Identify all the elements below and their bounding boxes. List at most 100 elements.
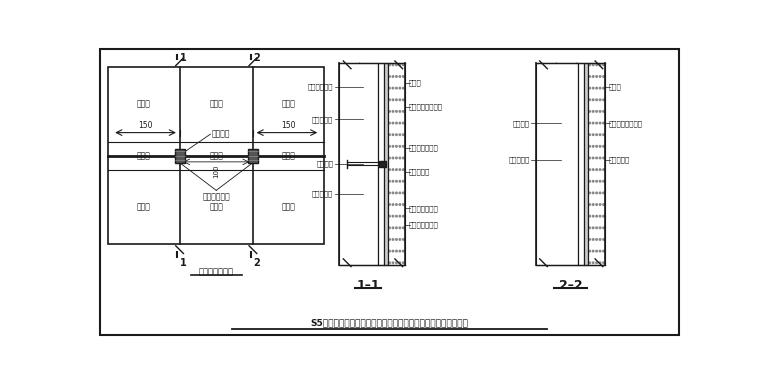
Circle shape — [396, 99, 397, 101]
Text: 墙砖立面示意图: 墙砖立面示意图 — [199, 268, 234, 276]
Circle shape — [603, 215, 604, 217]
Circle shape — [592, 180, 594, 182]
Circle shape — [592, 239, 594, 240]
Circle shape — [399, 250, 401, 252]
Circle shape — [596, 111, 597, 112]
Circle shape — [603, 227, 604, 229]
Circle shape — [388, 239, 391, 240]
Circle shape — [392, 227, 394, 229]
Text: 2: 2 — [254, 53, 261, 63]
Circle shape — [596, 250, 597, 252]
Circle shape — [388, 215, 391, 217]
Circle shape — [589, 192, 591, 194]
Circle shape — [388, 76, 391, 77]
Bar — [388, 63, 405, 265]
Circle shape — [403, 215, 404, 217]
Text: 硬化砖: 硬化砖 — [281, 151, 296, 160]
Text: 硬化砖: 硬化砖 — [409, 79, 422, 86]
Text: 150: 150 — [138, 120, 154, 130]
Circle shape — [592, 169, 594, 170]
Text: 不锈钢挂接件: 不锈钢挂接件 — [202, 193, 230, 202]
Circle shape — [589, 239, 591, 240]
Text: 不锈钢挂件: 不锈钢挂件 — [312, 191, 334, 198]
Circle shape — [399, 146, 401, 147]
Circle shape — [603, 87, 604, 89]
Circle shape — [596, 76, 597, 77]
Circle shape — [596, 87, 597, 89]
Text: 硬化砖背面开槽: 硬化砖背面开槽 — [409, 205, 439, 212]
Circle shape — [392, 111, 394, 112]
Circle shape — [403, 250, 404, 252]
Circle shape — [392, 215, 394, 217]
Circle shape — [399, 169, 401, 170]
Text: 150: 150 — [281, 120, 296, 130]
Bar — [584, 63, 588, 265]
Circle shape — [600, 262, 601, 263]
Circle shape — [603, 262, 604, 263]
Circle shape — [403, 169, 404, 170]
Circle shape — [396, 250, 397, 252]
Circle shape — [600, 111, 601, 112]
Text: 硬化砖: 硬化砖 — [281, 100, 296, 109]
Circle shape — [403, 99, 404, 101]
Circle shape — [396, 111, 397, 112]
Circle shape — [603, 250, 604, 252]
Text: 填缝润缝缝: 填缝润缝缝 — [609, 157, 630, 163]
Circle shape — [399, 111, 401, 112]
Circle shape — [399, 262, 401, 263]
Circle shape — [592, 157, 594, 159]
Circle shape — [403, 122, 404, 124]
Circle shape — [388, 99, 391, 101]
Circle shape — [399, 122, 401, 124]
Circle shape — [600, 169, 601, 170]
Circle shape — [388, 192, 391, 194]
Circle shape — [600, 64, 601, 66]
Circle shape — [589, 134, 591, 135]
Circle shape — [392, 157, 394, 159]
Circle shape — [392, 146, 394, 147]
Circle shape — [589, 215, 591, 217]
Circle shape — [596, 146, 597, 147]
Circle shape — [603, 99, 604, 101]
Bar — [588, 63, 605, 265]
Circle shape — [388, 250, 391, 252]
Circle shape — [603, 169, 604, 170]
Circle shape — [589, 250, 591, 252]
Circle shape — [592, 111, 594, 112]
Bar — [384, 63, 388, 265]
Circle shape — [592, 215, 594, 217]
Circle shape — [596, 215, 597, 217]
Circle shape — [589, 99, 591, 101]
Circle shape — [603, 146, 604, 147]
Circle shape — [396, 192, 397, 194]
Circle shape — [589, 227, 591, 229]
Circle shape — [403, 239, 404, 240]
Circle shape — [399, 157, 401, 159]
Circle shape — [399, 134, 401, 135]
Circle shape — [589, 157, 591, 159]
Circle shape — [403, 134, 404, 135]
Circle shape — [600, 76, 601, 77]
Circle shape — [392, 64, 394, 66]
Circle shape — [399, 87, 401, 89]
Circle shape — [592, 64, 594, 66]
Circle shape — [600, 192, 601, 194]
Text: 1–1: 1–1 — [356, 279, 380, 292]
Circle shape — [589, 262, 591, 263]
Circle shape — [592, 134, 594, 135]
Circle shape — [589, 204, 591, 205]
Circle shape — [600, 180, 601, 182]
Text: 2–2: 2–2 — [559, 279, 582, 292]
Text: 硬化砖: 硬化砖 — [209, 151, 223, 160]
Circle shape — [589, 111, 591, 112]
Circle shape — [596, 180, 597, 182]
Circle shape — [596, 239, 597, 240]
Circle shape — [392, 122, 394, 124]
Circle shape — [603, 134, 604, 135]
Circle shape — [600, 146, 601, 147]
Circle shape — [388, 169, 391, 170]
Circle shape — [388, 122, 391, 124]
Bar — [109, 67, 324, 244]
Circle shape — [596, 157, 597, 159]
Circle shape — [592, 87, 594, 89]
